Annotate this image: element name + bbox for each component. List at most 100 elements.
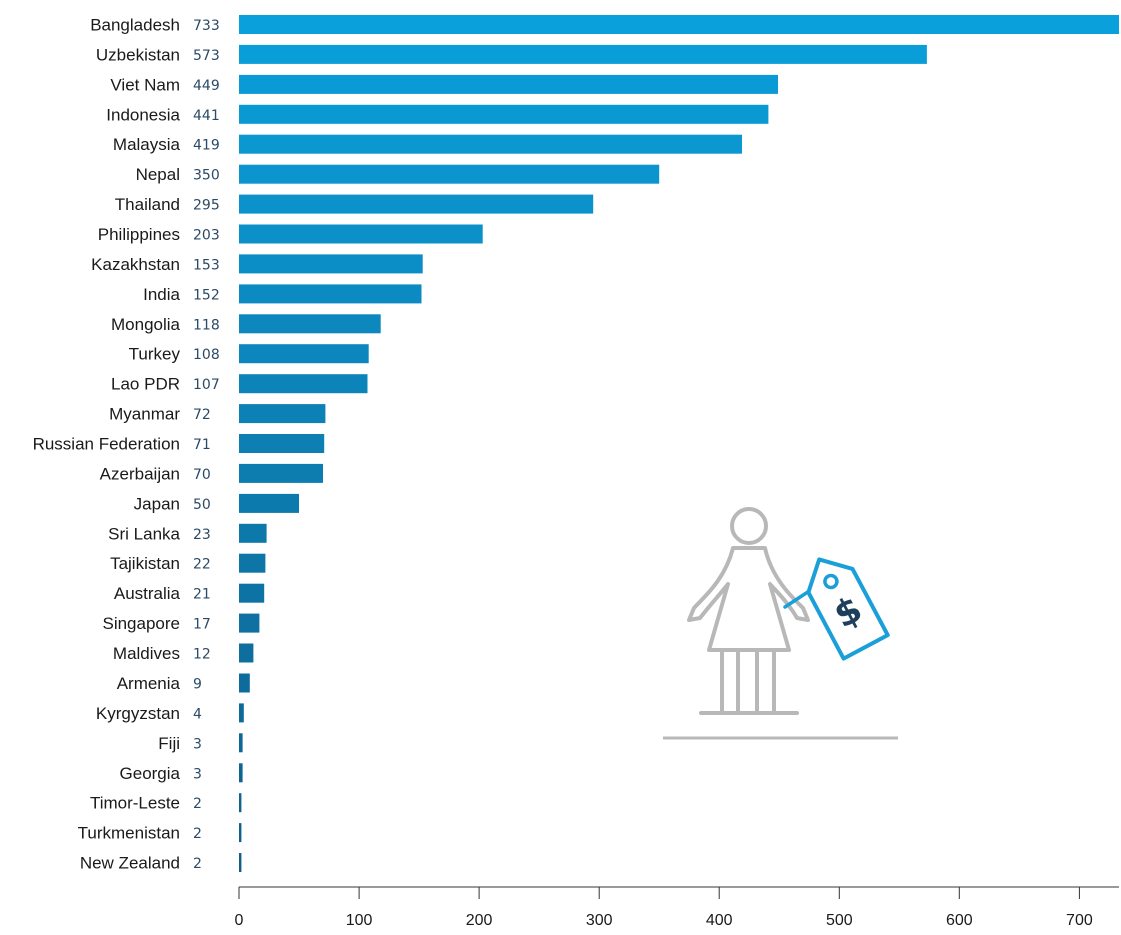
value-label: 3 [193,736,202,752]
category-label: Philippines [98,225,180,244]
value-label: 108 [193,347,220,363]
value-label: 295 [193,198,220,214]
value-label: 12 [193,647,211,663]
category-label: Armenia [117,674,181,693]
bar-uzbekistan [239,44,927,64]
x-tick-label: 100 [346,912,373,929]
value-label: 419 [193,138,220,154]
value-label: 17 [193,617,211,633]
bar-fiji [239,733,243,753]
x-tick-label: 700 [1066,912,1093,929]
value-label: 203 [193,228,220,244]
bar-turkey [239,344,369,364]
category-label: Turkey [129,345,181,364]
bar-russian-federation [239,434,325,453]
category-label: Maldives [113,644,180,663]
category-label: India [143,285,180,304]
bar-india [239,284,422,304]
bar-new-zealand [239,853,242,872]
woman-with-price-tag-icon: $ [663,507,898,740]
category-label: Malaysia [113,135,181,154]
category-label: Singapore [102,614,180,633]
value-label: 4 [193,706,202,722]
value-label: 733 [193,18,220,34]
bar-maldives [239,643,254,663]
bar-bangladesh [239,15,1119,34]
value-label: 50 [193,497,211,513]
bar-armenia [239,673,250,693]
bar-singapore [239,613,260,633]
bar-lao-pdr [239,374,368,394]
value-label: 449 [193,78,220,94]
value-label: 21 [193,587,211,603]
bar-kazakhstan [239,254,423,274]
value-label: 2 [193,856,202,872]
bar-turkmenistan [239,823,242,843]
bar-nepal [239,164,660,184]
value-label: 2 [193,826,202,842]
x-tick-label: 400 [706,912,733,929]
bars-group [239,15,1119,872]
category-label: Russian Federation [33,435,180,454]
category-label: Thailand [115,195,180,214]
category-label: Myanmar [109,405,180,424]
value-label: 23 [193,527,211,543]
bar-georgia [239,763,243,783]
category-label: Turkmenistan [78,824,180,843]
category-label: Timor-Leste [90,794,180,813]
value-label: 153 [193,257,220,273]
category-label: Mongolia [111,315,181,334]
x-tick-label: 0 [235,912,244,929]
category-label: Viet Nam [110,75,180,94]
bar-philippines [239,224,483,244]
value-label: 441 [193,108,220,124]
category-label: Kyrgyzstan [96,704,180,723]
bar-azerbaijan [239,463,323,483]
value-label: 350 [193,168,220,184]
bar-timor-leste [239,793,242,813]
category-label: Tajikistan [110,554,180,573]
x-tick-label: 500 [826,912,853,929]
category-label: Indonesia [106,105,180,124]
x-ticks: 0 100 200 300 400 500 600 700 [235,887,1093,929]
bar-indonesia [239,104,769,124]
bar-myanmar [239,404,326,424]
category-label: Uzbekistan [96,45,180,64]
bar-thailand [239,194,594,214]
price-tag-icon [806,557,890,661]
value-labels: 7335734494414193502952031531521181081077… [193,18,220,872]
value-label: 70 [193,467,211,483]
category-label: Japan [134,494,180,513]
value-label: 152 [193,287,220,303]
value-label: 573 [193,48,220,64]
bar-mongolia [239,314,381,334]
x-tick-label: 200 [466,912,493,929]
x-tick-label: 600 [946,912,973,929]
category-label: Nepal [136,165,180,184]
value-label: 107 [193,377,220,393]
category-label: Sri Lanka [108,524,180,543]
woman-figure-icon [687,507,810,715]
category-label: Azerbaijan [100,464,180,483]
bar-australia [239,583,265,603]
category-label: Lao PDR [111,375,180,394]
bar-japan [239,493,299,513]
category-label: New Zealand [80,854,180,873]
bar-sri-lanka [239,523,267,543]
category-label: Kazakhstan [91,255,180,274]
category-label: Fiji [158,734,180,753]
value-label: 118 [193,317,220,333]
category-labels: Bangladesh Uzbekistan Viet Nam Indonesia Mal… [33,16,181,873]
value-label: 2 [193,796,202,812]
value-label: 72 [193,407,211,423]
value-label: 3 [193,766,202,782]
category-label: Georgia [120,764,181,783]
x-tick-label: 300 [586,912,613,929]
bar-tajikistan [239,553,266,573]
category-label: Australia [114,584,181,603]
x-axis: 0 100 200 300 400 500 600 700 [235,886,1119,929]
bar-viet-nam [239,74,778,94]
value-label: 9 [193,677,202,693]
value-label: 22 [193,557,211,573]
